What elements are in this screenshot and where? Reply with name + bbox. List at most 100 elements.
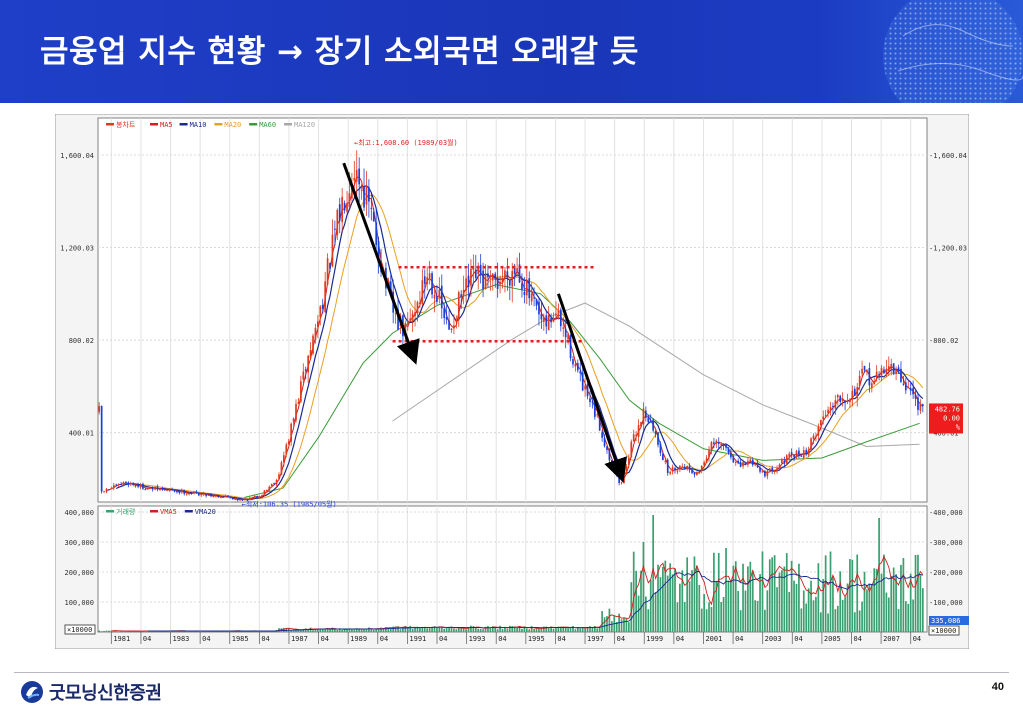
volume-bar — [185, 631, 188, 632]
candle-body — [295, 403, 297, 421]
candle-body — [737, 460, 740, 464]
candle-body — [115, 484, 118, 486]
volume-bar — [385, 627, 387, 632]
volume-bar — [657, 564, 659, 632]
candle-body — [917, 397, 919, 410]
candle-body — [98, 406, 101, 412]
volume-bar — [151, 631, 154, 632]
candle-body — [134, 484, 137, 486]
candle-body — [693, 472, 696, 475]
price-plot-area — [97, 117, 928, 503]
candle-body — [839, 395, 842, 402]
volume-bar — [120, 630, 122, 632]
candle-body — [450, 328, 453, 331]
volume-bar — [404, 625, 407, 632]
price-legend-swatch — [284, 123, 292, 126]
volume-bar — [686, 557, 689, 632]
volume-bar — [134, 631, 137, 632]
volume-bar — [496, 629, 499, 632]
candle-body — [321, 304, 324, 309]
candle-body — [404, 323, 407, 335]
candle-body — [528, 278, 531, 299]
candle-body — [676, 470, 679, 472]
volume-bar — [506, 629, 509, 632]
candle-body — [285, 444, 288, 455]
candle-body — [120, 484, 122, 486]
volume-bar — [455, 629, 458, 632]
volume-bar — [491, 626, 494, 632]
volume-bar — [883, 554, 885, 632]
volume-bar — [700, 608, 703, 632]
candle-body — [895, 370, 897, 374]
candle-body — [766, 470, 769, 477]
candle-body — [231, 497, 234, 500]
candle-body — [564, 328, 567, 338]
candle-body — [805, 450, 808, 454]
volume-bar — [210, 631, 212, 632]
candle-body — [773, 470, 776, 472]
volume-bar — [875, 568, 878, 632]
volume-bar — [511, 626, 514, 632]
volume-bar — [581, 627, 584, 632]
volume-bar — [338, 628, 341, 632]
volume-bar — [693, 556, 696, 632]
candle-body — [411, 313, 414, 320]
volume-bar — [419, 628, 421, 632]
volume-bar — [477, 628, 480, 632]
volume-bar — [805, 603, 808, 632]
price-legend-swatch — [249, 123, 258, 126]
volume-bar — [474, 627, 477, 632]
current-price-text: 482.76 — [935, 405, 960, 413]
candle-body — [129, 483, 132, 485]
volume-bar — [108, 630, 110, 632]
candle-body — [248, 497, 251, 500]
volume-bar — [443, 628, 446, 632]
candle-body — [341, 196, 344, 223]
volume-bar — [674, 568, 676, 632]
candle-body — [521, 283, 523, 290]
candle-body — [562, 327, 565, 329]
candle-body — [297, 402, 300, 404]
candle-body — [674, 468, 676, 471]
volume-bar — [897, 609, 900, 632]
volume-bar — [115, 630, 118, 632]
volume-bar — [224, 631, 227, 632]
candle-body — [586, 384, 589, 397]
volume-bar — [334, 629, 336, 632]
price-legend-swatch — [179, 123, 188, 126]
candle-body — [132, 482, 135, 486]
volume-bar — [705, 609, 708, 632]
volume-bar — [394, 626, 397, 632]
volume-bar — [372, 629, 375, 632]
volume-bar — [380, 627, 382, 632]
volume-bar — [846, 583, 849, 632]
candle-body — [550, 317, 552, 323]
candle-body — [657, 432, 659, 445]
ma120-line — [392, 302, 920, 448]
volume-bar — [713, 552, 715, 632]
volume-legend-swatch — [106, 510, 114, 513]
volume-legend-label: VMA5 — [160, 508, 177, 516]
candle-body — [606, 446, 608, 450]
candle-body — [188, 493, 190, 495]
volume-bar — [508, 625, 511, 632]
candle-body — [608, 448, 611, 461]
volume-bar — [307, 628, 310, 632]
x-tick-label: 1993 — [469, 635, 486, 643]
candle-body — [625, 466, 628, 472]
volume-bar — [176, 630, 178, 632]
candle-body — [377, 241, 380, 264]
x-tick-label: 04 — [143, 635, 151, 643]
ma20-line — [133, 194, 924, 499]
volume-bar — [348, 628, 351, 632]
candle-body — [163, 489, 166, 491]
volume-bar — [725, 548, 727, 632]
volume-bar — [817, 563, 820, 632]
candle-body — [834, 400, 837, 409]
candle-body — [730, 452, 732, 458]
candle-body — [358, 168, 361, 185]
x-tick-label: 1987 — [291, 635, 308, 643]
volume-bar — [467, 627, 470, 632]
candle-body — [574, 363, 577, 367]
volume-bar — [331, 627, 334, 632]
